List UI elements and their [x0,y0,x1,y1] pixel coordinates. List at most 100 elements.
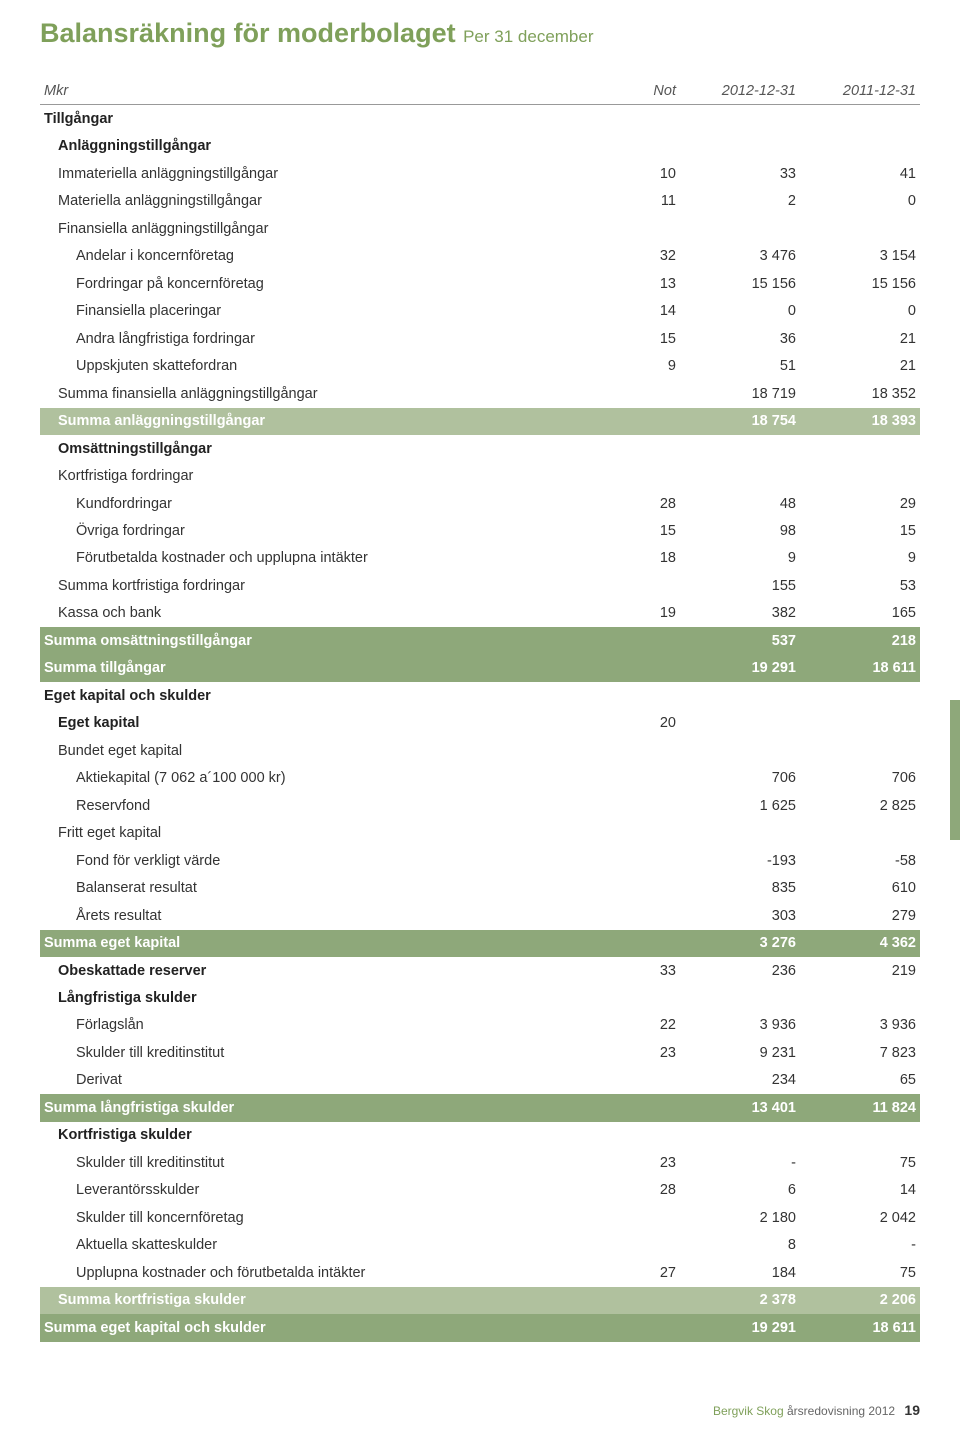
row-label: Obeskattade reserver [40,957,600,984]
row-value-2012: 3 276 [680,930,800,957]
row-value-2011: 219 [800,957,920,984]
row-label: Summa anläggningstillgångar [40,408,600,435]
table-row: Årets resultat303279 [40,902,920,929]
table-row: Övriga fordringar159815 [40,518,920,545]
row-note [600,930,680,957]
row-note [600,215,680,242]
row-note [600,572,680,599]
table-row: Uppskjuten skattefordran95121 [40,353,920,380]
row-label: Summa tillgångar [40,655,600,682]
row-value-2012 [680,133,800,160]
row-label: Finansiella anläggningstillgångar [40,215,600,242]
row-value-2011: 11 824 [800,1094,920,1121]
page-footer: Bergvik Skog årsredovisning 2012 19 [40,1402,920,1418]
row-value-2011: 41 [800,160,920,187]
row-note [600,765,680,792]
row-note [600,902,680,929]
row-value-2011: 2 825 [800,792,920,819]
row-label: Upplupna kostnader och förutbetalda intä… [40,1259,600,1286]
table-row: Eget kapital och skulder [40,682,920,709]
row-value-2012: 537 [680,627,800,654]
row-value-2011: 75 [800,1149,920,1176]
table-row: Kassa och bank19382165 [40,600,920,627]
row-label: Leverantörsskulder [40,1177,600,1204]
row-value-2011 [800,1122,920,1149]
table-row: Immateriella anläggningstillgångar103341 [40,160,920,187]
row-note: 22 [600,1012,680,1039]
row-note [600,408,680,435]
row-value-2012: 18 719 [680,380,800,407]
row-label: Tillgångar [40,105,600,133]
row-note [600,380,680,407]
row-label: Materiella anläggningstillgångar [40,188,600,215]
table-row: Balanserat resultat835610 [40,875,920,902]
row-label: Summa finansiella anläggningstillgångar [40,380,600,407]
row-note: 14 [600,298,680,325]
row-value-2012: 0 [680,298,800,325]
row-value-2012 [680,215,800,242]
table-row: Andra långfristiga fordringar153621 [40,325,920,352]
row-value-2012: -193 [680,847,800,874]
row-value-2012: 48 [680,490,800,517]
row-value-2011: 65 [800,1067,920,1094]
row-label: Omsättningstillgångar [40,435,600,462]
row-note: 32 [600,243,680,270]
row-note [600,1094,680,1121]
row-value-2012: 51 [680,353,800,380]
table-row: Summa tillgångar19 29118 611 [40,655,920,682]
row-value-2012: 706 [680,765,800,792]
row-note [600,875,680,902]
table-row: Andelar i koncernföretag323 4763 154 [40,243,920,270]
row-note: 20 [600,710,680,737]
row-value-2011: 279 [800,902,920,929]
row-note [600,984,680,1011]
table-row: Skulder till kreditinstitut239 2317 823 [40,1039,920,1066]
table-row: Förutbetalda kostnader och upplupna intä… [40,545,920,572]
table-row: Summa långfristiga skulder13 40111 824 [40,1094,920,1121]
row-value-2011: 3 154 [800,243,920,270]
balance-sheet-table: Mkr Not 2012-12-31 2011-12-31 Tillgångar… [40,77,920,1342]
row-value-2011: 18 611 [800,1314,920,1341]
title-sub: Per 31 december [463,27,593,46]
row-value-2012: 835 [680,875,800,902]
table-row: Kortfristiga skulder [40,1122,920,1149]
row-label: Kundfordringar [40,490,600,517]
col-note: Not [600,77,680,105]
table-row: Skulder till kreditinstitut23-75 [40,1149,920,1176]
row-label: Eget kapital och skulder [40,682,600,709]
row-value-2011: 3 936 [800,1012,920,1039]
row-value-2011: 706 [800,765,920,792]
table-row: Aktiekapital (7 062 a´100 000 kr) 706706 [40,765,920,792]
row-note [600,1232,680,1259]
row-value-2012 [680,105,800,133]
row-note [600,655,680,682]
row-value-2012: 155 [680,572,800,599]
row-value-2011: 29 [800,490,920,517]
row-value-2011: 4 362 [800,930,920,957]
table-row: Summa omsättningstillgångar537218 [40,627,920,654]
row-value-2011 [800,682,920,709]
row-note: 33 [600,957,680,984]
table-row: Summa finansiella anläggningstillgångar 1… [40,380,920,407]
row-label: Aktiekapital (7 062 a´100 000 kr) [40,765,600,792]
footer-page-number: 19 [904,1402,920,1418]
row-value-2011: 0 [800,298,920,325]
table-row: Summa kortfristiga skulder2 3782 206 [40,1287,920,1314]
row-note [600,792,680,819]
row-value-2012: 9 [680,545,800,572]
row-label: Andelar i koncernföretag [40,243,600,270]
row-value-2011: 9 [800,545,920,572]
table-row: Anläggningstillgångar [40,133,920,160]
row-label: Summa kortfristiga skulder [40,1287,600,1314]
row-value-2012: 8 [680,1232,800,1259]
row-label: Reservfond [40,792,600,819]
row-value-2012: 1 625 [680,792,800,819]
row-note [600,737,680,764]
row-value-2012 [680,463,800,490]
row-label: Fond för verkligt värde [40,847,600,874]
row-value-2012 [680,710,800,737]
row-label: Skulder till koncernföretag [40,1204,600,1231]
row-value-2011: - [800,1232,920,1259]
row-label: Balanserat resultat [40,875,600,902]
row-value-2012: 13 401 [680,1094,800,1121]
